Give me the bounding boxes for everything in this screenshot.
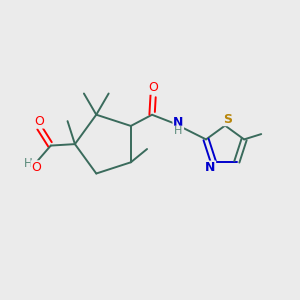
Text: O: O: [34, 115, 44, 128]
Text: H: H: [24, 157, 32, 170]
Text: H: H: [174, 126, 182, 136]
Text: O: O: [148, 81, 158, 94]
Text: N: N: [205, 161, 216, 174]
Text: S: S: [223, 112, 232, 126]
Text: O: O: [31, 161, 41, 174]
Text: N: N: [173, 116, 183, 130]
